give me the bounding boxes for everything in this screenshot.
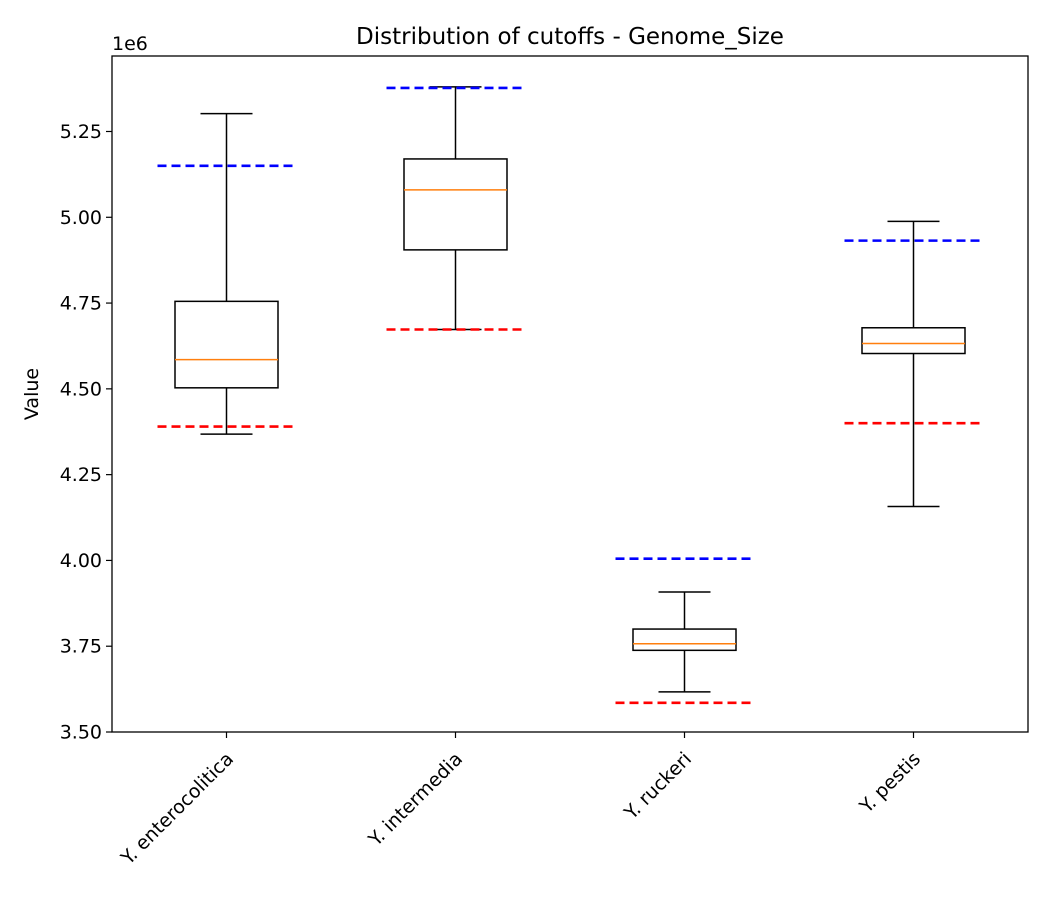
y-tick-label: 3.50	[60, 722, 102, 744]
box-iqr	[403, 158, 508, 251]
y-axis-offset-text: 1e6	[112, 33, 148, 55]
y-axis-label: Value	[21, 368, 43, 420]
y-tick-label: 4.25	[60, 464, 102, 486]
axes-frame	[111, 55, 1029, 733]
box-iqr	[632, 628, 737, 652]
box-iqr	[861, 327, 966, 355]
y-tick-label: 4.00	[60, 550, 102, 572]
y-tick-label: 5.25	[60, 121, 102, 143]
chart-title: Distribution of cutoffs - Genome_Size	[356, 24, 784, 50]
y-tick-label: 4.75	[60, 293, 102, 315]
y-tick-label: 5.00	[60, 207, 102, 229]
y-tick-label: 3.75	[60, 636, 102, 658]
box-iqr	[174, 300, 279, 389]
y-tick-label: 4.50	[60, 378, 102, 400]
